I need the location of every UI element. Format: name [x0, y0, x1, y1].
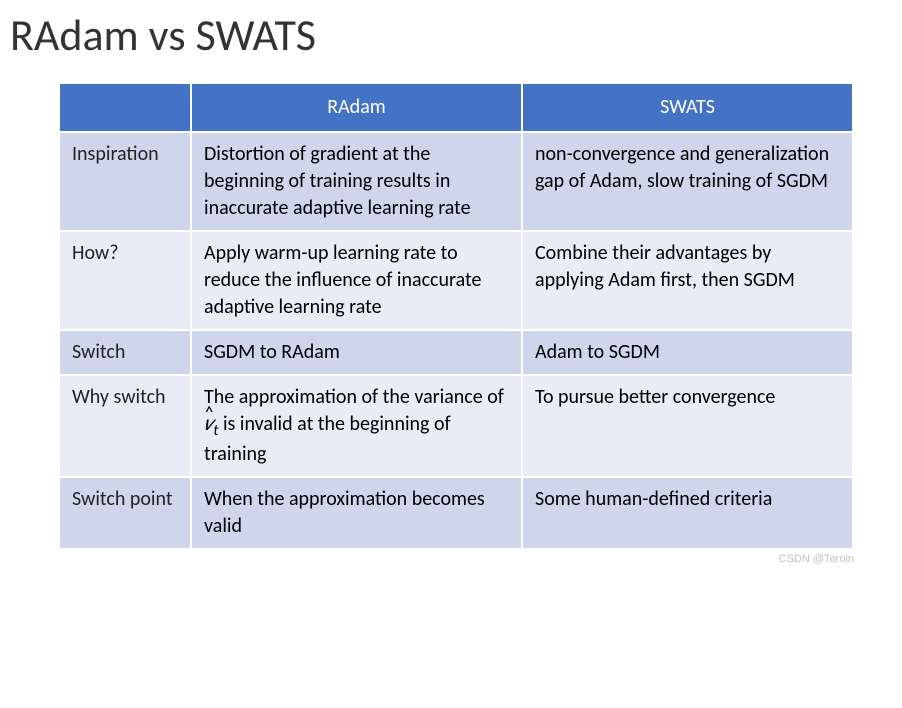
row-label: Switch point	[59, 477, 191, 549]
row-label: Switch	[59, 330, 191, 375]
cell-swats: non-convergence and generalization gap o…	[522, 132, 853, 231]
cell-swats: Combine their advantages by applying Ada…	[522, 231, 853, 330]
comparison-table: RAdam SWATS Inspiration Distortion of gr…	[58, 82, 854, 550]
cell-radam: Distortion of gradient at the beginning …	[191, 132, 522, 231]
row-label: Why switch	[59, 375, 191, 477]
cell-radam: When the approximation becomes valid	[191, 477, 522, 549]
row-label: Inspiration	[59, 132, 191, 231]
page-title: RAdam vs SWATS	[0, 0, 902, 82]
math-variable: 𝑣t	[204, 412, 218, 436]
cell-radam: Apply warm-up learning rate to reduce th…	[191, 231, 522, 330]
cell-text-suffix: is invalid at the beginning of training	[204, 412, 451, 466]
watermark: CSDN @Teroin	[0, 550, 902, 565]
table-row: How? Apply warm-up learning rate to redu…	[59, 231, 853, 330]
cell-swats: Adam to SGDM	[522, 330, 853, 375]
table-header-row: RAdam SWATS	[59, 83, 853, 132]
cell-swats: To pursue better convergence	[522, 375, 853, 477]
cell-radam: The approximation of the variance of 𝑣t …	[191, 375, 522, 477]
header-swats: SWATS	[522, 83, 853, 132]
table-row: Why switch The approximation of the vari…	[59, 375, 853, 477]
cell-text-prefix: The approximation of the variance of	[204, 385, 504, 409]
header-empty	[59, 83, 191, 132]
cell-swats: Some human-defined criteria	[522, 477, 853, 549]
table-row: Inspiration Distortion of gradient at th…	[59, 132, 853, 231]
comparison-table-container: RAdam SWATS Inspiration Distortion of gr…	[0, 82, 902, 550]
table-row: Switch point When the approximation beco…	[59, 477, 853, 549]
row-label: How?	[59, 231, 191, 330]
header-radam: RAdam	[191, 83, 522, 132]
table-row: Switch SGDM to RAdam Adam to SGDM	[59, 330, 853, 375]
cell-radam: SGDM to RAdam	[191, 330, 522, 375]
